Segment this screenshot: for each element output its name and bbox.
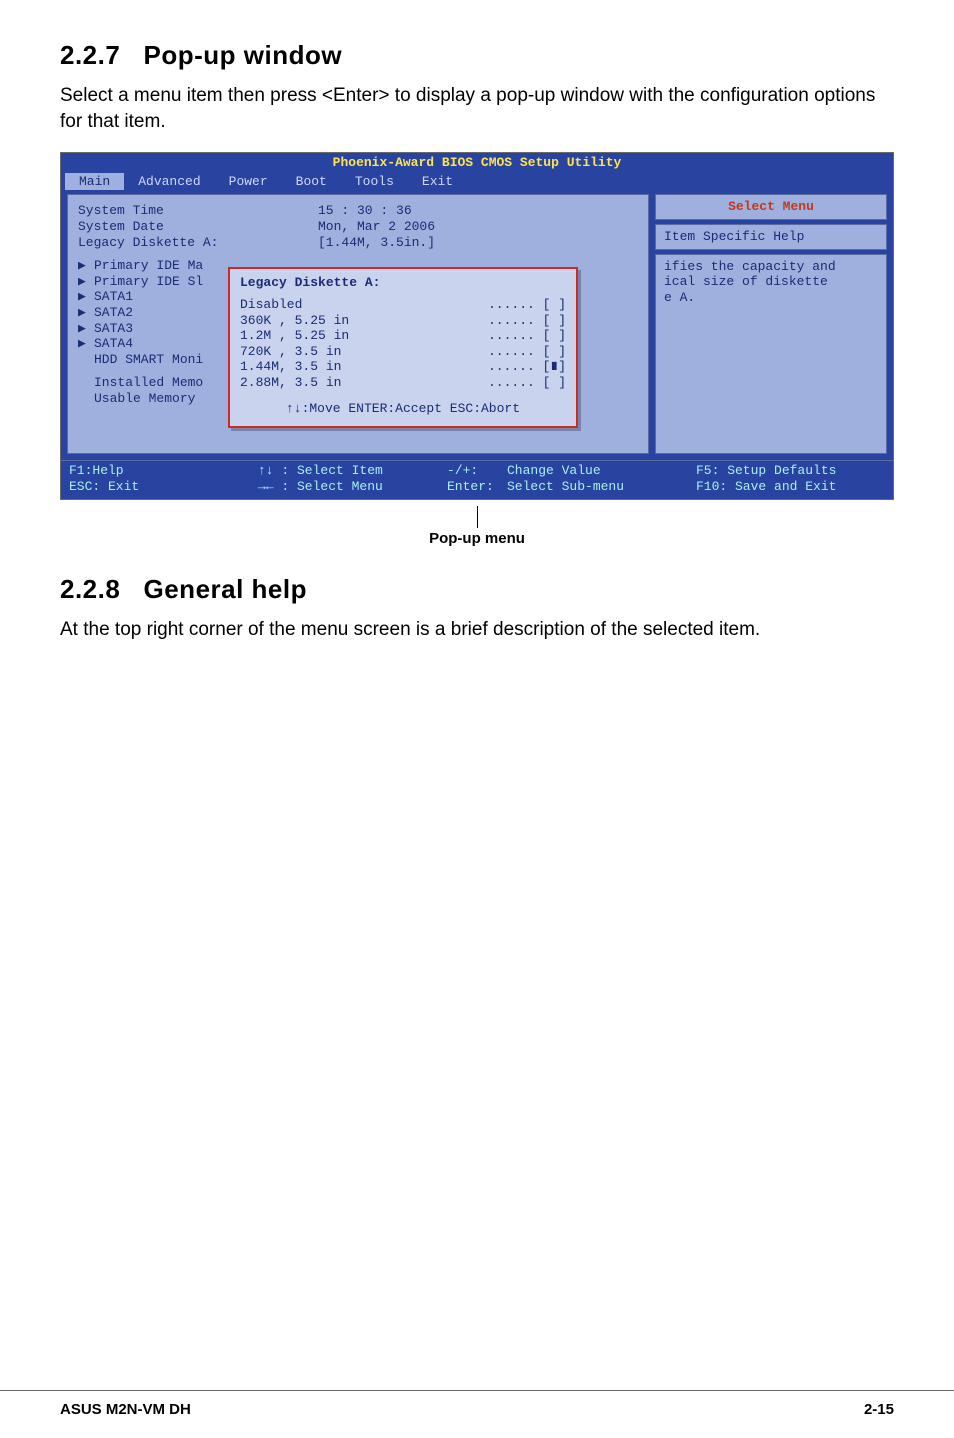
footer-f5: F5: Setup Defaults <box>696 463 836 478</box>
section-heading-2: 2.2.8 General help <box>60 574 894 605</box>
value-system-date: Mon, Mar 2 2006 <box>318 219 638 235</box>
select-menu-label: Select Menu <box>655 194 887 220</box>
item-specific-help-label: Item Specific Help <box>655 224 887 250</box>
popup-opt-720k[interactable]: 720K , 3.5 in...... [ ] <box>240 344 566 360</box>
value-system-time: 15 : 30 : 36 <box>318 203 638 219</box>
bios-tabs: Main Advanced Power Boot Tools Exit <box>61 173 893 191</box>
callout-label: Pop-up menu <box>429 530 525 547</box>
tab-exit[interactable]: Exit <box>408 173 467 191</box>
popup-opt-1-2m[interactable]: 1.2M , 5.25 in...... [ ] <box>240 328 566 344</box>
triangle-icon: ▶ <box>78 274 88 290</box>
row-system-time[interactable]: System Time 15 : 30 : 36 <box>78 203 638 219</box>
footer-esc: ESC: Exit <box>69 479 139 494</box>
popup-legacy-diskette: Legacy Diskette A: Disabled...... [ ] 36… <box>228 267 578 428</box>
tab-tools[interactable]: Tools <box>341 173 408 191</box>
footer-page: 2-15 <box>864 1401 894 1418</box>
triangle-icon: ▶ <box>78 258 88 274</box>
row-system-date[interactable]: System Date Mon, Mar 2 2006 <box>78 219 638 235</box>
section-title-2: General help <box>144 574 308 604</box>
popup-opt-2-88m[interactable]: 2.88M, 3.5 in...... [ ] <box>240 375 566 391</box>
popup-help: ↑↓:Move ENTER:Accept ESC:Abort <box>240 401 566 417</box>
help-body: ifies the capacity and ical size of disk… <box>655 254 887 455</box>
section-para-1: Select a menu item then press <Enter> to… <box>60 83 894 134</box>
bios-window: Phoenix-Award BIOS CMOS Setup Utility Ma… <box>60 152 894 499</box>
bios-footer: F1:Help ESC: Exit ↑↓ : Select Item →← : … <box>61 460 893 498</box>
section-para-2: At the top right corner of the menu scre… <box>60 617 894 643</box>
label-system-date: System Date <box>78 219 318 235</box>
tab-boot[interactable]: Boot <box>282 173 341 191</box>
popup-opt-360k[interactable]: 360K , 5.25 in...... [ ] <box>240 313 566 329</box>
popup-opt-1-44m[interactable]: 1.44M, 3.5 in...... [∎] <box>240 359 566 375</box>
popup-opt-disabled[interactable]: Disabled...... [ ] <box>240 297 566 313</box>
label-system-time: System Time <box>78 203 318 219</box>
triangle-icon: ▶ <box>78 289 88 305</box>
tab-main[interactable]: Main <box>65 173 124 191</box>
value-legacy-diskette: [1.44M, 3.5in.] <box>318 235 638 251</box>
row-legacy-diskette[interactable]: Legacy Diskette A: [1.44M, 3.5in.] <box>78 235 638 251</box>
section-num-1: 2.2.7 <box>60 40 120 70</box>
triangle-icon: ▶ <box>78 336 88 352</box>
bios-title: Phoenix-Award BIOS CMOS Setup Utility <box>61 153 893 173</box>
footer-plusminus: -/+: <box>447 463 478 478</box>
footer-select-sub: Select Sub-menu <box>507 479 624 494</box>
callout-line <box>477 506 478 528</box>
section-heading-1: 2.2.7 Pop-up window <box>60 40 894 71</box>
popup-title: Legacy Diskette A: <box>240 275 566 291</box>
callout: Pop-up menu <box>60 508 894 548</box>
footer-f10: F10: Save and Exit <box>696 479 836 494</box>
page-footer: ASUS M2N-VM DH 2-15 <box>0 1390 954 1418</box>
bios-right-panel: Select Menu Item Specific Help ifies the… <box>655 194 887 454</box>
footer-select-menu: →← : Select Menu <box>258 479 383 494</box>
section-num-2: 2.2.8 <box>60 574 120 604</box>
tab-advanced[interactable]: Advanced <box>124 173 214 191</box>
triangle-icon: ▶ <box>78 305 88 321</box>
label-legacy-diskette: Legacy Diskette A: <box>78 235 318 251</box>
bios-left-panel: System Time 15 : 30 : 36 System Date Mon… <box>67 194 649 454</box>
footer-change-value: Change Value <box>507 463 601 478</box>
tab-power[interactable]: Power <box>215 173 282 191</box>
section-title-1: Pop-up window <box>144 40 343 70</box>
triangle-icon: ▶ <box>78 321 88 337</box>
footer-select-item: ↑↓ : Select Item <box>258 463 383 478</box>
footer-product: ASUS M2N-VM DH <box>60 1401 191 1418</box>
footer-f1: F1:Help <box>69 463 124 478</box>
footer-enter: Enter: <box>447 479 494 494</box>
